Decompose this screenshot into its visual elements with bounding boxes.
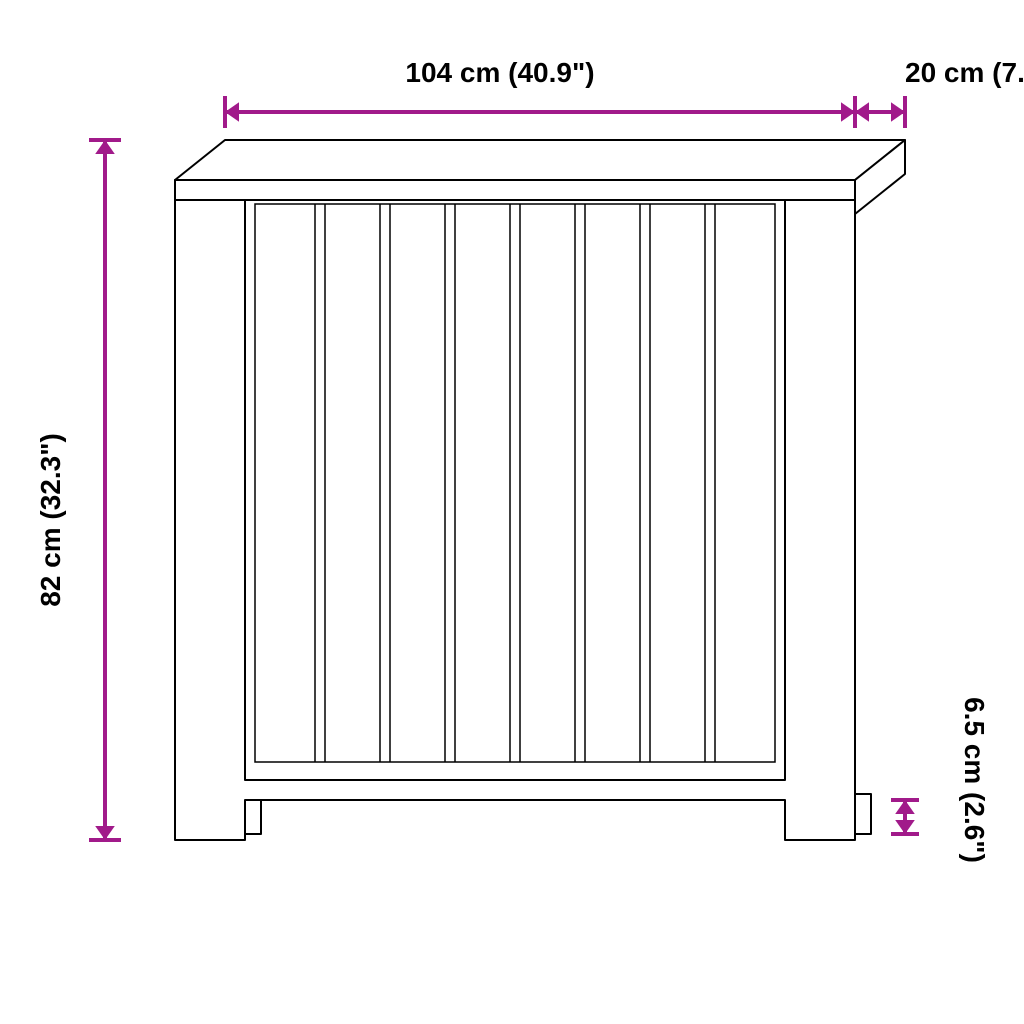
height-dimension-label: 82 cm (32.3")	[35, 433, 66, 607]
width-dimension-label: 104 cm (40.9")	[405, 57, 594, 88]
depth-dimension-label: 20 cm (7.8")	[905, 57, 1024, 88]
clearance-dimension-label: 6.5 cm (2.6")	[959, 697, 990, 863]
